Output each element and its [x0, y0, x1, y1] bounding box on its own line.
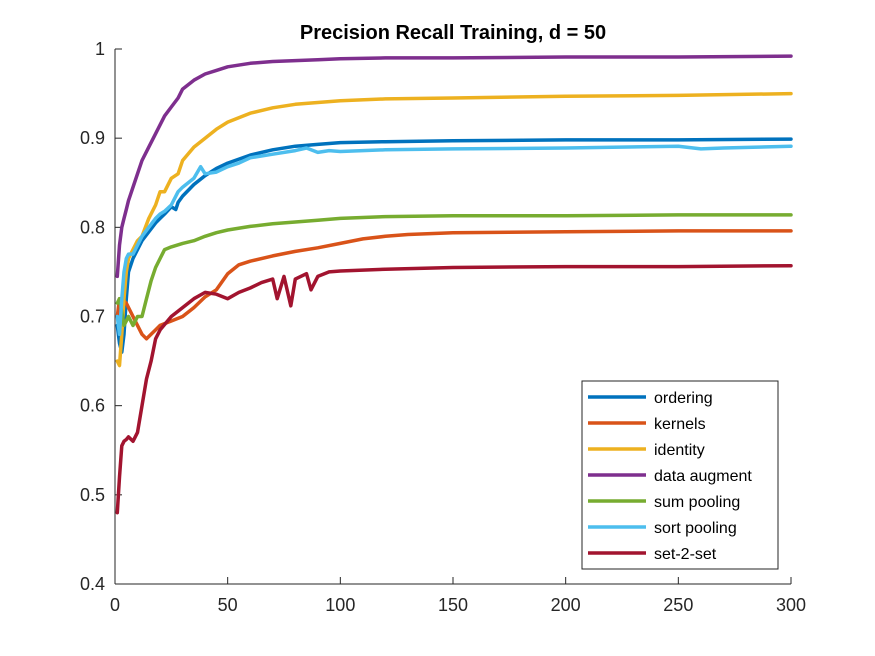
series-line-ordering: [115, 137, 793, 354]
y-tick-label: 0.7: [80, 307, 105, 327]
x-tick-label: 50: [218, 595, 238, 615]
series-line-data-augment: [115, 54, 793, 279]
x-tick-label: 100: [325, 595, 355, 615]
y-tick-label: 0.5: [80, 485, 105, 505]
x-tick-label: 250: [663, 595, 693, 615]
legend-label: sort pooling: [654, 520, 737, 537]
x-tick-label: 200: [551, 595, 581, 615]
x-tick-label: 300: [776, 595, 806, 615]
series-line-sort-pooling: [115, 144, 793, 337]
legend-label: identity: [654, 442, 705, 459]
legend-label: kernels: [654, 416, 706, 433]
series-line-identity: [115, 91, 793, 368]
series-lines: [115, 54, 793, 515]
legend-label: sum pooling: [654, 494, 740, 511]
series-line-sum-pooling: [115, 213, 793, 328]
y-tick-label: 1: [95, 39, 105, 59]
legend: ordering kernels identity data augment sum p…: [581, 380, 779, 570]
y-tick-label: 0.6: [80, 396, 105, 416]
y-tick-label: 0.9: [80, 128, 105, 148]
series-line-set-2-set: [115, 263, 793, 515]
x-tick-label: 0: [110, 595, 120, 615]
y-tick-label: 0.4: [80, 574, 105, 594]
x-tick-label: 150: [438, 595, 468, 615]
legend-label: ordering: [654, 390, 713, 407]
chart-title: Precision Recall Training, d = 50: [300, 22, 606, 44]
y-tick-label: 0.8: [80, 217, 105, 237]
axes: 0 50 100 150 200 250 300 0.4 0.5 0.6 0.7 0.8 0.9 1: [80, 39, 806, 615]
legend-label: data augment: [654, 468, 752, 485]
legend-label: set-2-set: [654, 546, 717, 563]
